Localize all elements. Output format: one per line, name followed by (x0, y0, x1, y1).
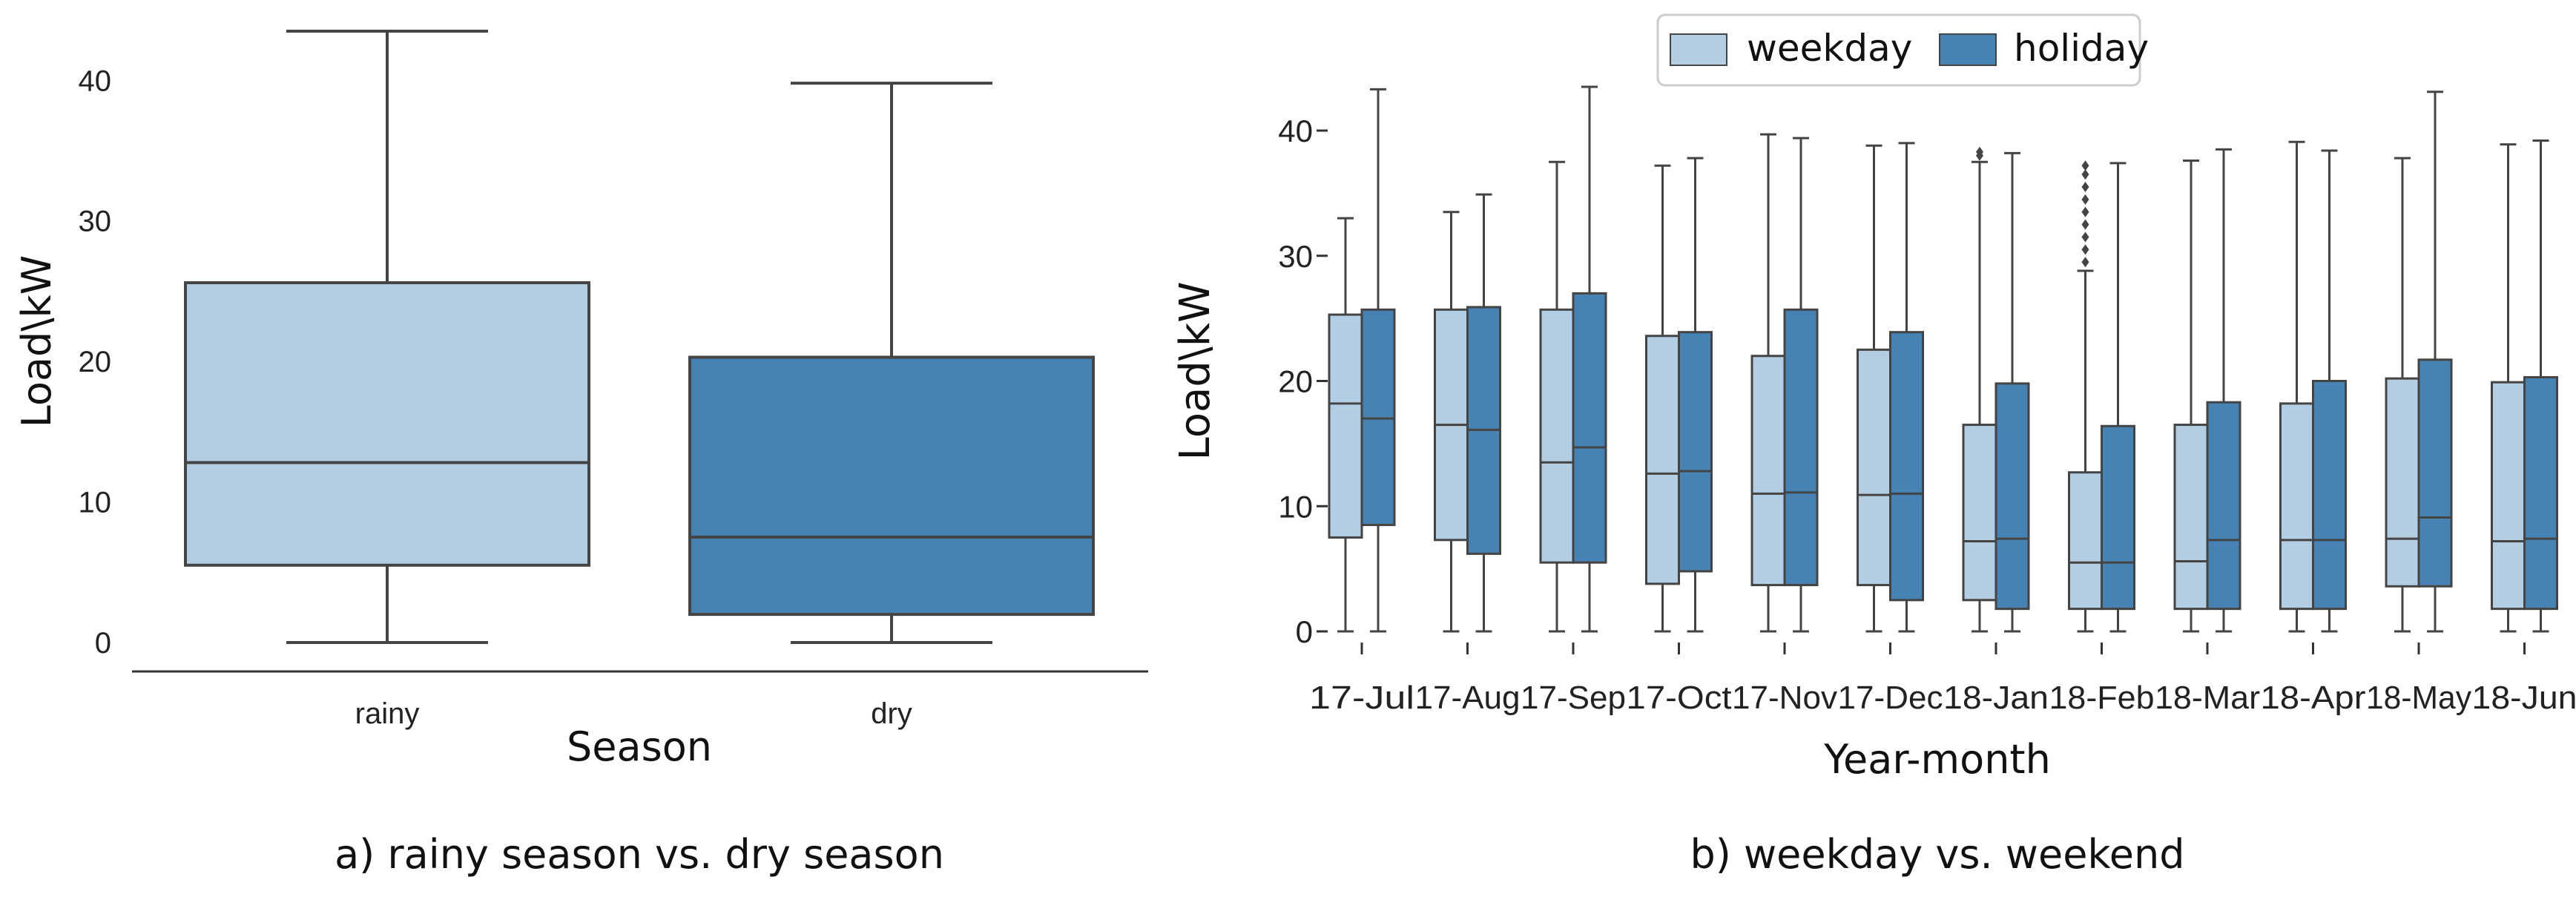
panel-b-17-Dec-weekday-box (1857, 348, 1891, 587)
panel-b-18-May-holiday-box (2417, 358, 2453, 588)
panel-a-season-boxplot: 0 10 20 30 40 rainy dry Season Load\kW a) rai… (13, 30, 1148, 878)
panel-a-y-axis-title: Load\kW (13, 255, 60, 427)
panel-b-17-Jul-weekday-box (1328, 313, 1363, 539)
panel-a-y-tick-20: 20 (79, 346, 112, 378)
panel-b-18-Feb-weekday-outlier-2 (2081, 231, 2089, 243)
panel-b-x-axis-title: Year-month (1823, 736, 2051, 783)
panel-b-18-Feb-weekday-outlier-3 (2081, 219, 2089, 230)
panel-a-y-tick-0: 0 (95, 627, 111, 660)
panel-b-y-tick-labels: 0 10 20 30 40 (1278, 114, 1328, 649)
panel-b-caption: b) weekday vs. weekend (1690, 831, 2185, 878)
panel-b-18-Feb-weekday-outlier-0 (2081, 257, 2089, 268)
panel-b-x-tick-18-Mar: 18-Mar (2155, 680, 2260, 716)
panel-b-18-Feb-weekday-outlier-6 (2081, 181, 2089, 192)
panel-b-x-tick-labels: 17-Jul 17-Aug 17-Sep 17-Oct 17-Nov 17-Dec 18-J… (1309, 643, 2576, 716)
panel-b-18-Feb-weekday-outlier-8 (2081, 160, 2089, 171)
legend-swatch-holiday (1939, 33, 1997, 66)
panel-b-x-tick-17-Jul: 17-Jul (1309, 680, 1414, 716)
panel-b-17-Nov-holiday-box (1783, 308, 1819, 587)
panel-b-18-Feb-weekday-outlier-7 (2081, 169, 2089, 180)
panel-b-18-Jan-holiday-box (1994, 382, 2030, 611)
panel-a-x-tick-dry: dry (871, 697, 912, 730)
panel-b-18-Feb-weekday-outlier-1 (2081, 244, 2089, 255)
panel-b-18-Apr-holiday-box (2312, 380, 2347, 611)
panel-a-x-tick-labels: rainy dry (355, 697, 912, 730)
panel-b-17-Jul-holiday-box (1360, 308, 1396, 527)
panel-b-18-Jun-weekday-box (2491, 381, 2526, 611)
panel-b-18-Feb-weekday-outlier-5 (2081, 194, 2089, 205)
panel-b-18-Apr-weekday-box (2279, 402, 2314, 611)
legend-label-weekday: weekday (1747, 27, 1912, 70)
legend-swatch-weekday (1670, 33, 1727, 66)
panel-b-boxes (1328, 85, 2558, 633)
legend-frame (1656, 13, 2141, 87)
panel-a-boxes (184, 30, 1095, 644)
panel-b-y-axis-title: Load\kW (1171, 281, 1219, 460)
panel-a-y-tick-40: 40 (79, 65, 112, 97)
panel-b-x-tick-17-Oct: 17-Oct (1627, 680, 1732, 716)
panel-b-17-Oct-holiday-box (1678, 331, 1713, 573)
panel-b-x-tick-18-May: 18-May (2366, 680, 2471, 716)
panel-b-17-Sep-weekday-box (1539, 308, 1575, 564)
panel-b-18-May-weekday-box (2385, 377, 2420, 588)
panel-b-18-Jun-holiday-box (2523, 375, 2558, 611)
panel-b-17-Dec-holiday-box (1889, 331, 1924, 602)
panel-b-x-tick-17-Nov: 17-Nov (1732, 680, 1837, 716)
panel-b-x-tick-17-Dec: 17-Dec (1838, 680, 1943, 716)
panel-a-y-tick-10: 10 (79, 487, 112, 519)
panel-b-y-tick-10: 10 (1278, 489, 1313, 524)
panel-a-x-axis-title: Season (567, 723, 712, 770)
panel-b-x-tick-17-Aug: 17-Aug (1415, 680, 1521, 716)
panel-b-18-Feb-holiday-box (2101, 424, 2135, 611)
panel-b-x-tick-17-Sep: 17-Sep (1521, 680, 1626, 716)
panel-a-caption: a) rainy season vs. dry season (335, 831, 944, 878)
panel-b-y-tick-20: 20 (1278, 364, 1313, 399)
panel-b-x-tick-18-Jan: 18-Jan (1943, 680, 2049, 716)
panel-a-dry-box (688, 355, 1095, 617)
panel-b-17-Oct-weekday-box (1645, 335, 1680, 585)
panel-b-y-tick-40: 40 (1278, 114, 1313, 148)
panel-b-x-tick-18-Apr: 18-Apr (2261, 680, 2366, 716)
panel-b-legend: weekday holiday (1656, 13, 2149, 87)
panel-b-18-Jan-weekday-box (1962, 424, 1997, 602)
panel-a-y-tick-labels: 0 10 20 30 40 (79, 65, 112, 660)
panel-b-18-Feb-weekday-box (2068, 471, 2103, 611)
panel-b-18-Feb-weekday-outlier-4 (2081, 206, 2089, 217)
legend-label-holiday: holiday (2014, 27, 2149, 70)
panel-b-17-Nov-weekday-box (1750, 355, 1786, 587)
panel-a-rainy-box (184, 281, 590, 567)
panel-a-x-tick-rainy: rainy (355, 697, 420, 730)
panel-b-y-tick-30: 30 (1278, 239, 1313, 274)
panel-b-18-Mar-holiday-box (2206, 401, 2241, 611)
panel-b-x-tick-18-Jun: 18-Jun (2472, 680, 2576, 716)
panel-b-18-Mar-weekday-box (2173, 424, 2209, 611)
panel-b-17-Sep-holiday-box (1572, 292, 1607, 564)
panel-a-y-tick-30: 30 (79, 206, 112, 238)
panel-b-x-tick-18-Feb: 18-Feb (2049, 680, 2155, 716)
panel-b-y-tick-0: 0 (1296, 614, 1313, 649)
panel-b-18-Jan-weekday-outlier-1 (1976, 146, 1983, 157)
